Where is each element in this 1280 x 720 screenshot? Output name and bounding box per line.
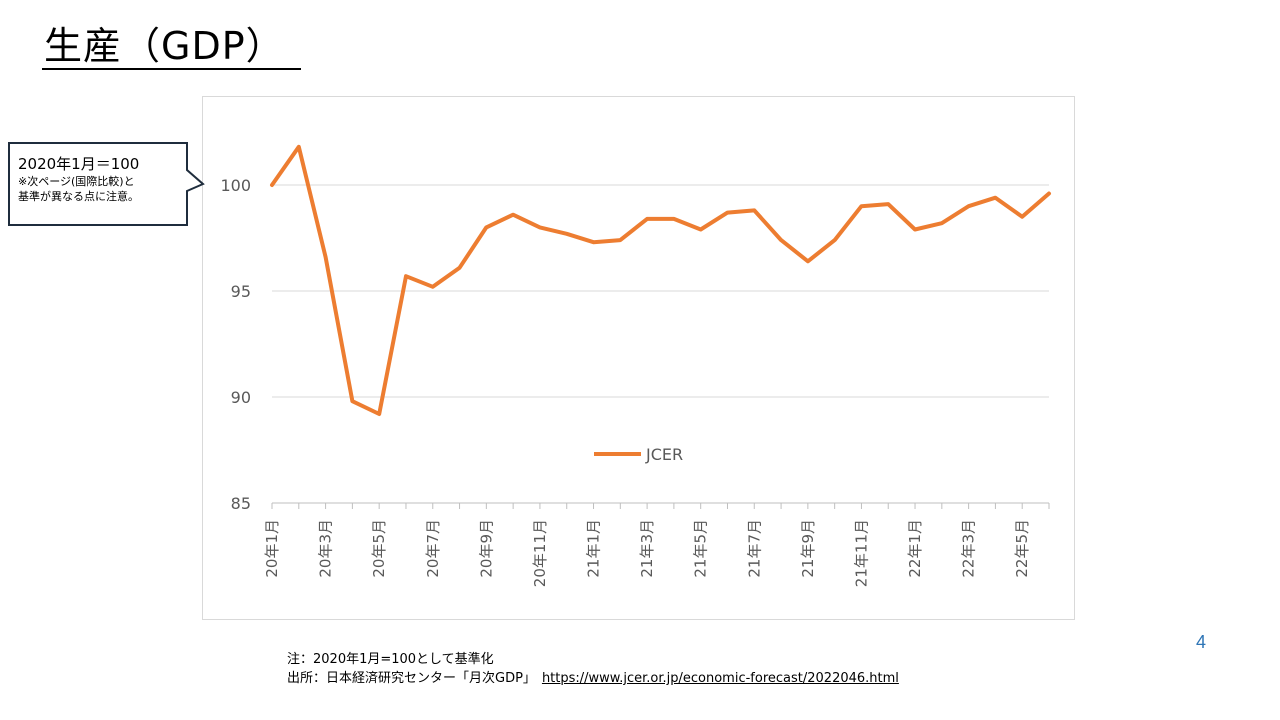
x-tick-label: 21年3月 bbox=[638, 519, 656, 578]
page-number: 4 bbox=[1196, 632, 1207, 652]
x-tick-label: 21年9月 bbox=[799, 519, 817, 578]
y-tick-label: 90 bbox=[231, 388, 251, 407]
y-tick-label: 85 bbox=[231, 494, 251, 513]
source-link[interactable]: https://www.jcer.or.jp/economic-forecast… bbox=[541, 671, 899, 686]
x-tick-label: 21年1月 bbox=[585, 519, 603, 578]
footnote-note: 注：2020年1月=100として基準化 bbox=[287, 652, 494, 667]
x-tick-label: 22年3月 bbox=[960, 519, 978, 578]
source-prefix: 出所：日本経済研究センター「月次GDP」 bbox=[287, 671, 536, 686]
x-tick-label: 20年11月 bbox=[531, 519, 549, 587]
title-underline bbox=[42, 68, 301, 70]
x-tick-label: 20年9月 bbox=[477, 519, 495, 578]
x-tick-label: 21年7月 bbox=[745, 519, 763, 578]
y-tick-label: 100 bbox=[220, 176, 251, 195]
callout-main: 2020年1月＝100 bbox=[18, 155, 140, 173]
callout-note-line2: 基準が異なる点に注意。 bbox=[18, 190, 139, 203]
x-tick-label: 20年1月 bbox=[263, 519, 281, 578]
callout-text: 2020年1月＝100 ※次ページ(国際比較)と 基準が異なる点に注意。 bbox=[18, 154, 188, 204]
chart-frame bbox=[202, 96, 1075, 620]
footnote-source: 出所：日本経済研究センター「月次GDP」 https://www.jcer.or.… bbox=[287, 669, 899, 688]
x-tick-label: 20年7月 bbox=[424, 519, 442, 578]
x-tick-label: 22年1月 bbox=[906, 519, 924, 578]
y-tick-label: 95 bbox=[231, 282, 251, 301]
callout-box bbox=[8, 142, 205, 226]
x-tick-label: 20年3月 bbox=[317, 519, 335, 578]
x-tick-label: 21年11月 bbox=[852, 519, 870, 587]
footnote: 注：2020年1月=100として基準化 出所：日本経済研究センター「月次GDP」… bbox=[287, 650, 899, 688]
legend-label: JCER bbox=[645, 445, 683, 464]
series-line bbox=[270, 144, 1051, 416]
x-tick-label: 21年5月 bbox=[692, 519, 710, 578]
x-tick-label: 20年5月 bbox=[370, 519, 388, 578]
x-tick-label: 22年5月 bbox=[1013, 519, 1031, 578]
slide-title: 生産（GDP） bbox=[44, 24, 285, 68]
callout-note-line1: ※次ページ(国際比較)と bbox=[18, 175, 135, 188]
